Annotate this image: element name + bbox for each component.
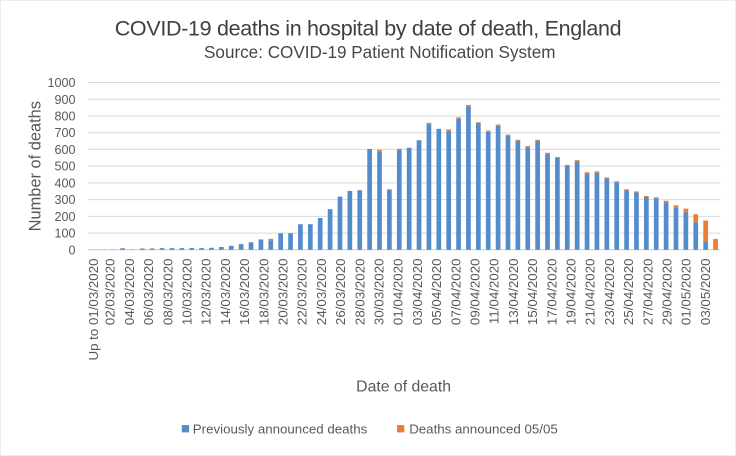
svg-text:17/04/2020: 17/04/2020 — [544, 259, 559, 326]
svg-text:29/04/2020: 29/04/2020 — [660, 259, 675, 326]
svg-text:10/03/2020: 10/03/2020 — [180, 259, 195, 326]
svg-text:01/04/2020: 01/04/2020 — [391, 259, 406, 326]
svg-text:11/04/2020: 11/04/2020 — [487, 259, 502, 325]
svg-text:700: 700 — [54, 126, 75, 140]
svg-text:21/04/2020: 21/04/2020 — [583, 259, 598, 326]
svg-text:22/03/2020: 22/03/2020 — [295, 259, 310, 326]
svg-text:1000: 1000 — [47, 76, 75, 90]
svg-text:16/03/2020: 16/03/2020 — [237, 259, 252, 326]
svg-text:12/03/2020: 12/03/2020 — [199, 259, 214, 326]
svg-text:Deaths announced 05/05: Deaths announced 05/05 — [409, 422, 558, 437]
svg-text:Date of death: Date of death — [356, 378, 451, 395]
svg-text:14/03/2020: 14/03/2020 — [218, 259, 233, 326]
svg-text:04/03/2020: 04/03/2020 — [122, 259, 137, 326]
svg-text:Up to 01/03/2020: Up to 01/03/2020 — [86, 259, 101, 361]
svg-text:23/04/2020: 23/04/2020 — [602, 259, 617, 326]
svg-text:0: 0 — [68, 243, 75, 257]
svg-text:03/04/2020: 03/04/2020 — [410, 259, 425, 326]
svg-text:07/04/2020: 07/04/2020 — [448, 259, 463, 326]
svg-text:02/03/2020: 02/03/2020 — [103, 259, 118, 326]
svg-text:24/03/2020: 24/03/2020 — [314, 259, 329, 326]
svg-text:900: 900 — [54, 93, 75, 107]
svg-text:26/03/2020: 26/03/2020 — [333, 259, 348, 326]
svg-text:COVID-19 deaths in hospital by: COVID-19 deaths in hospital by date of d… — [115, 17, 622, 41]
svg-text:09/04/2020: 09/04/2020 — [468, 259, 483, 326]
svg-text:18/03/2020: 18/03/2020 — [256, 259, 271, 326]
svg-text:300: 300 — [54, 193, 75, 207]
svg-text:19/04/2020: 19/04/2020 — [564, 259, 579, 326]
svg-text:800: 800 — [54, 109, 75, 123]
svg-text:Number of deaths: Number of deaths — [27, 101, 45, 231]
svg-text:25/04/2020: 25/04/2020 — [621, 259, 636, 326]
svg-text:03/05/2020: 03/05/2020 — [698, 259, 713, 326]
svg-text:200: 200 — [54, 210, 75, 224]
svg-text:100: 100 — [54, 227, 75, 241]
svg-text:28/03/2020: 28/03/2020 — [352, 259, 367, 326]
svg-text:06/03/2020: 06/03/2020 — [141, 259, 156, 326]
svg-text:15/04/2020: 15/04/2020 — [525, 259, 540, 326]
svg-text:600: 600 — [54, 143, 75, 157]
svg-text:20/03/2020: 20/03/2020 — [276, 259, 291, 326]
svg-text:500: 500 — [54, 160, 75, 174]
svg-text:Previously announced deaths: Previously announced deaths — [193, 422, 368, 437]
svg-text:30/03/2020: 30/03/2020 — [372, 259, 387, 326]
svg-text:27/04/2020: 27/04/2020 — [640, 259, 655, 326]
svg-text:13/04/2020: 13/04/2020 — [506, 259, 521, 326]
svg-text:01/05/2020: 01/05/2020 — [679, 259, 694, 326]
svg-text:08/03/2020: 08/03/2020 — [160, 259, 175, 326]
svg-text:Source: COVID-19 Patient Notif: Source: COVID-19 Patient Notification Sy… — [204, 43, 556, 62]
svg-text:05/04/2020: 05/04/2020 — [429, 259, 444, 326]
svg-text:400: 400 — [54, 176, 75, 190]
